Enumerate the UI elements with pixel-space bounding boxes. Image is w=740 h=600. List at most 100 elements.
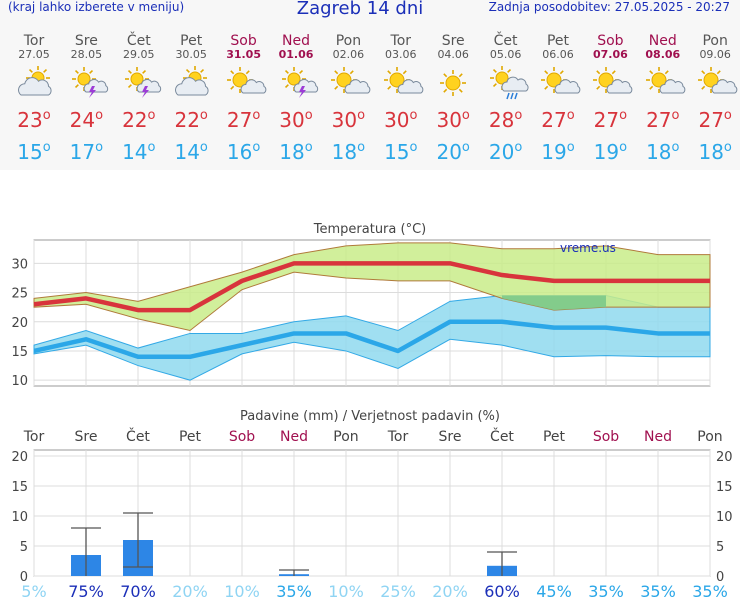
max-temp: 22o [174,108,208,132]
y-tick-label-right: 20 [716,450,733,465]
min-temp-range-band [33,294,711,381]
last-updated: Zadnja posodobitev: 27.05.2025 - 20:27 [488,0,730,14]
precip-probability: 35% [640,582,676,600]
degree-sign: o [671,108,680,123]
weather-icon-holder [8,65,60,101]
y-tick-label: 15 [11,345,28,360]
max-temp: 27o [593,108,628,132]
day-date: 28.05 [70,48,103,61]
range-overlap [502,295,606,311]
day-column: Ned 01.06 30o 18o [270,34,322,163]
max-temp: 27o [698,108,732,132]
precip-probability: 70% [120,582,156,600]
y-tick-label-left: 20 [11,450,28,465]
weather-icon-holder [375,65,427,101]
precip-probability: 20% [172,582,208,600]
partly-cloudy-icon [175,66,209,96]
degree-sign: o [304,140,313,155]
page-title: Zagreb 14 dni [296,0,424,19]
degree-sign: o [514,108,523,123]
precip-probability: 35% [692,582,728,600]
max-temp: 30o [331,108,366,132]
day-date: 27.05 [18,48,50,61]
day-date: 04.06 [437,48,469,61]
precip-probability: 35% [276,582,312,600]
precip-probability: 20% [432,582,468,600]
y-tick-label: 25 [11,287,28,302]
y-tick-label-right: 10 [716,510,733,525]
max-temp-range-band [33,242,711,332]
day-name: Pet [546,33,570,49]
day-name: Pon [702,33,728,49]
min-temp: 20o [436,140,470,164]
sun-cloud-icon [593,67,633,94]
precip-probability: 35% [588,582,624,600]
day-column: Pet 30.05 22o 14o [165,34,217,163]
x-tick-label: Sre [75,429,98,445]
weather-icon-holder [532,65,584,101]
degree-sign: o [199,140,208,155]
x-tick-label: Čet [126,427,150,445]
y-tick-label: 30 [11,257,28,272]
max-temp-line [33,261,710,313]
thunderstorm-sun-icon [282,67,319,98]
day-date: 09.06 [699,48,731,61]
min-temp: 18o [698,140,732,164]
day-column: Sre 04.06 30o 20o [427,33,479,164]
weather-icon-holder [113,65,165,101]
sun-cloud-icon [541,67,581,94]
day-name: Sre [74,33,98,49]
max-temp: 30o [384,108,418,132]
min-temp-line [33,319,710,360]
degree-sign: o [461,108,470,123]
degree-sign: o [723,108,732,123]
min-temp: 18o [646,140,680,164]
min-temp: 20o [488,140,523,164]
degree-sign: o [723,140,732,155]
min-temp: 18o [279,140,313,164]
chart-title: Temperatura (°C) [313,222,426,237]
degree-sign: o [514,140,523,155]
x-tick-label: Pet [543,429,566,445]
day-name: Tor [390,33,412,49]
min-temp: 14o [122,140,156,164]
day-name: Sre [441,33,465,49]
day-date: 30.05 [175,48,207,61]
weather-icon-holder [270,65,322,101]
weather-icon-holder [218,65,270,101]
weather-icon-holder [689,65,740,101]
degree-sign: o [566,108,575,123]
day-date: 07.06 [592,48,628,61]
min-temp: 15o [384,140,418,164]
degree-sign: o [199,108,208,123]
degree-sign: o [409,140,418,155]
day-column: Sob 07.06 27o 19o [584,34,636,163]
day-date: 31.05 [226,48,261,61]
day-column: Sre 28.05 24o 17o [60,34,112,163]
degree-sign: o [42,140,51,155]
x-tick-label: Čet [490,427,514,445]
degree-sign: o [42,108,51,123]
max-temp: 27o [226,108,261,132]
precip-probability: 45% [536,582,572,600]
x-tick-label: Ned [280,429,308,445]
degree-sign: o [461,140,470,155]
forecast-strip: (kraj lahko izberete v meniju) Zagreb 14… [0,0,740,170]
x-tick-label: Ned [644,429,672,445]
degree-sign: o [619,140,628,155]
day-name: Sob [230,33,257,49]
x-tick-label: Sob [593,429,619,445]
weather-icon-holder [322,65,374,101]
max-temp: 27o [646,108,680,132]
day-column: Sob 31.05 27o 16o [218,34,270,163]
precip-probability: 10% [328,582,364,600]
weather-icon-holder [427,65,479,101]
degree-sign: o [357,108,366,123]
sun-cloud-icon [226,67,266,94]
sun-icon [440,70,467,96]
day-column: Tor 27.05 23o 15o [8,34,60,163]
max-temp: 30o [436,108,470,132]
degree-sign: o [566,140,575,155]
y-tick-label-right: 5 [716,540,724,555]
temperature-chart: 10 15 20 25 30 Temperatura (°C) vreme.us [11,222,711,389]
